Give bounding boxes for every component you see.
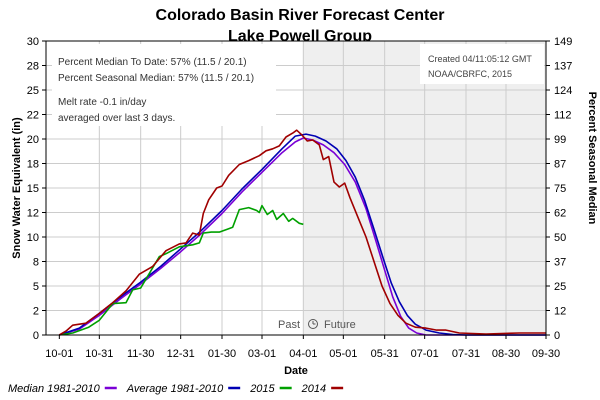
y2-tick-label: 12: [554, 306, 566, 318]
x-tick-label: 10-01: [45, 348, 73, 360]
y-tick-label: 2: [33, 306, 39, 318]
y-tick-label: 25: [27, 85, 39, 97]
y2-tick-label: 137: [554, 61, 572, 73]
y2-tick-label: 149: [554, 36, 572, 48]
created-timestamp: Created 04/11:05:12 GMT: [428, 54, 532, 64]
y-tick-label: 15: [27, 183, 39, 195]
note-pct-seasonal-median: Percent Seasonal Median: 57% (11.5 / 20.…: [58, 73, 254, 84]
y2-tick-label: 25: [554, 281, 566, 293]
x-tick-label: 11-30: [127, 348, 154, 360]
legend-label: Median 1981-2010: [8, 383, 101, 395]
x-tick-label: 09-30: [532, 348, 560, 360]
chart-title: Colorado Basin River Forecast Center: [156, 7, 445, 24]
note-melt-rate-period: averaged over last 3 days.: [58, 113, 175, 124]
x-tick-label: 04-01: [289, 348, 317, 360]
y-tick-label: 30: [27, 36, 39, 48]
y-tick-label: 8: [33, 257, 39, 269]
legend-label: Average 1981-2010: [126, 383, 224, 395]
series-line-median-1981-2010: [59, 137, 546, 336]
clock-icon: [308, 319, 318, 329]
x-axis-label: Date: [284, 365, 308, 377]
y2-tick-label: 0: [554, 330, 560, 342]
y-tick-label: 20: [27, 134, 39, 146]
x-tick-label: 05-31: [371, 348, 399, 360]
y2-tick-label: 87: [554, 159, 566, 171]
x-tick-label: 07-31: [452, 348, 480, 360]
future-label: Future: [324, 319, 356, 331]
y2-tick-label: 99: [554, 134, 566, 146]
y-tick-label: 0: [33, 330, 39, 342]
y2-tick-label: 37: [554, 257, 566, 269]
x-tick-label: 10-31: [85, 348, 113, 360]
y-tick-label: 10: [27, 232, 39, 244]
y2-axis-label: Percent Seasonal Median: [586, 92, 598, 225]
axis-ticks: 0 0 2 12 5 25 8 37 10 50 12 62 15 75 18 87 20 99 22 112 25 12…: [27, 36, 573, 360]
series-line-2015: [59, 204, 304, 336]
note-pct-median-to-date: Percent Median To Date: 57% (11.5 / 20.1…: [58, 57, 247, 68]
y2-tick-label: 62: [554, 208, 566, 220]
y2-tick-label: 124: [554, 85, 572, 97]
y-tick-label: 22: [27, 110, 39, 122]
stats-note-box: [52, 44, 276, 126]
y2-tick-label: 112: [554, 110, 572, 122]
legend-label: 2014: [301, 383, 326, 395]
x-tick-label: 01-30: [208, 348, 236, 360]
x-tick-label: 05-01: [329, 348, 357, 360]
series-line-2014: [58, 129, 546, 336]
credit-text: NOAA/CBRFC, 2015: [428, 69, 512, 79]
y-axis-label: Snow Water Equivalent (in): [11, 117, 23, 259]
y-tick-label: 18: [27, 159, 39, 171]
y-tick-label: 28: [27, 61, 39, 73]
x-tick-label: 12-31: [167, 348, 195, 360]
note-melt-rate: Melt rate -0.1 in/day: [58, 97, 146, 108]
x-tick-label: 08-30: [492, 348, 520, 360]
series-line-average-1981-2010: [59, 133, 546, 336]
series-layer: [58, 129, 546, 336]
legend: Median 1981-2010 Average 1981-2010 2015 201…: [8, 383, 344, 395]
y2-tick-label: 50: [554, 232, 566, 244]
y-tick-label: 5: [33, 281, 39, 293]
legend-label: 2015: [249, 383, 275, 395]
y-tick-label: 12: [27, 208, 39, 220]
x-tick-label: 07-01: [411, 348, 439, 360]
x-tick-label: 03-01: [248, 348, 276, 360]
credit-note-box: [420, 44, 544, 84]
y2-tick-label: 75: [554, 183, 566, 195]
past-label: Past: [278, 319, 300, 331]
